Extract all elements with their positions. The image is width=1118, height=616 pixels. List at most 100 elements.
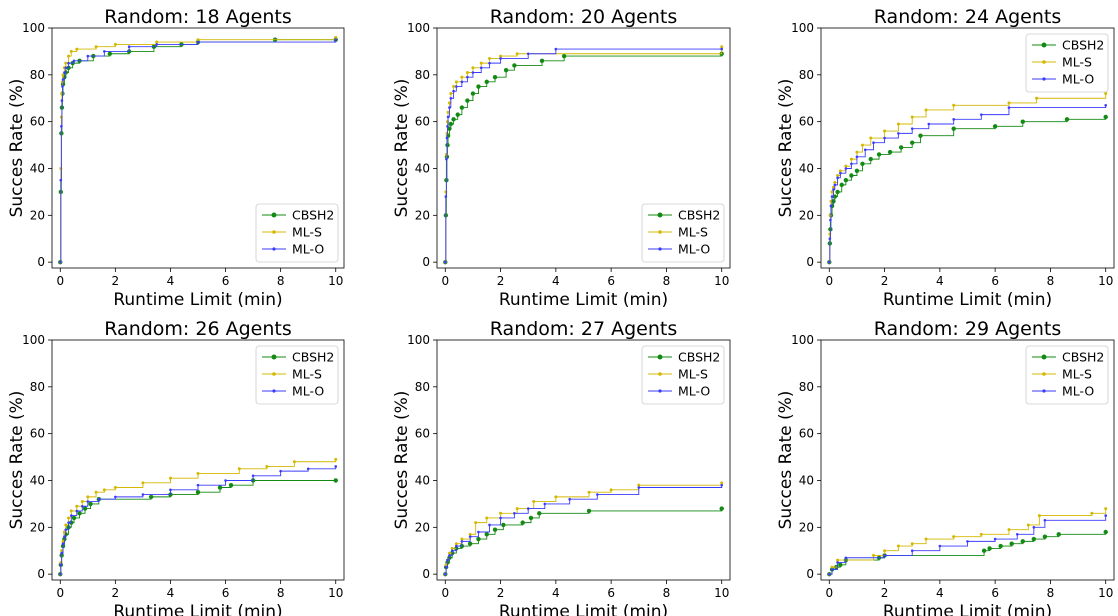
data-point [838, 562, 843, 567]
data-point [587, 490, 591, 494]
data-point [141, 481, 145, 485]
data-point [1020, 539, 1025, 544]
legend-label: ML-S [292, 367, 322, 382]
series-ml-s [443, 481, 724, 576]
data-point [60, 551, 63, 555]
x-tick-label: 6 [991, 586, 999, 600]
series-line [445, 482, 723, 575]
data-point [910, 127, 914, 130]
y-tick-label: 0 [37, 567, 45, 581]
data-point [443, 572, 447, 576]
data-point [155, 40, 159, 44]
x-tick-label: 4 [167, 586, 175, 600]
legend-marker [272, 247, 276, 251]
data-point [141, 493, 145, 496]
plot-frame [436, 339, 731, 581]
data-point [832, 188, 835, 191]
chart-title: Random: 27 Agents [490, 318, 677, 340]
data-point [980, 113, 983, 116]
data-point [446, 120, 450, 124]
data-point [445, 131, 449, 135]
x-tick-label: 4 [936, 274, 944, 288]
data-point [455, 112, 460, 117]
data-point [484, 532, 489, 537]
data-point [59, 115, 63, 119]
data-point [849, 157, 853, 161]
data-point [474, 521, 478, 525]
data-point [445, 136, 449, 140]
data-point [279, 469, 282, 473]
data-point [528, 515, 534, 521]
legend-marker [657, 354, 663, 360]
data-point [1009, 541, 1014, 546]
series-cbsh2 [58, 478, 338, 577]
data-point [720, 483, 724, 487]
data-point [449, 96, 453, 100]
data-point [444, 565, 448, 569]
plot-frame [51, 27, 345, 269]
data-point [869, 136, 873, 140]
data-point [1056, 532, 1061, 537]
legend: CBSH2 ML-S ML-O [255, 345, 339, 405]
legend-box [255, 345, 339, 405]
data-point [830, 190, 834, 194]
data-point [228, 482, 234, 488]
series-ml-o [58, 38, 338, 264]
data-point [127, 45, 131, 49]
data-point [113, 42, 117, 46]
x-tick-label: 8 [663, 274, 671, 288]
data-point [196, 38, 200, 42]
data-point [855, 155, 859, 159]
data-point [155, 43, 158, 46]
data-point [850, 162, 853, 166]
x-tick-label: 10 [1098, 274, 1113, 288]
data-point [460, 80, 464, 84]
data-point [833, 183, 837, 187]
y-tick-label: 40 [30, 161, 45, 175]
series-line [60, 466, 337, 575]
data-point [827, 572, 831, 576]
legend: CBSH2 ML-S ML-O [255, 203, 339, 263]
data-point [609, 488, 613, 492]
legend-marker [658, 372, 662, 376]
legend-label: CBSH2 [292, 208, 334, 223]
data-point [476, 84, 481, 89]
data-point [872, 553, 876, 557]
data-point [81, 504, 84, 508]
x-tick-label: 2 [112, 274, 120, 288]
data-point [468, 532, 472, 536]
data-point [334, 465, 338, 468]
data-point [465, 98, 470, 103]
y-tick-label: 100 [407, 333, 430, 347]
legend-box [1025, 345, 1109, 405]
data-point [444, 195, 448, 198]
data-point [836, 176, 839, 180]
series-line [829, 515, 1107, 575]
data-point [836, 558, 840, 562]
data-point [1015, 533, 1019, 536]
data-point [61, 542, 65, 546]
legend: CBSH2 ML-S ML-O [641, 345, 725, 405]
data-point [196, 40, 200, 44]
data-point [872, 141, 875, 145]
x-tick-label: 0 [825, 586, 833, 600]
data-point [477, 530, 480, 534]
data-point [75, 509, 79, 513]
x-tick-label: 6 [991, 274, 999, 288]
legend-marker [272, 372, 276, 376]
x-tick-label: 4 [552, 586, 560, 600]
data-point [924, 537, 928, 541]
data-point [488, 523, 491, 527]
data-point [60, 99, 64, 102]
y-axis-label: Succes Rate (%) [776, 391, 796, 530]
x-axis-label: Runtime Limit (min) [499, 602, 668, 616]
data-point [830, 568, 834, 571]
data-point [334, 35, 338, 39]
legend: CBSH2 ML-S ML-O [641, 203, 725, 263]
data-point [485, 516, 489, 520]
data-point [82, 506, 88, 511]
data-point [64, 523, 68, 527]
data-point [67, 54, 71, 58]
plot-frame [436, 27, 731, 269]
